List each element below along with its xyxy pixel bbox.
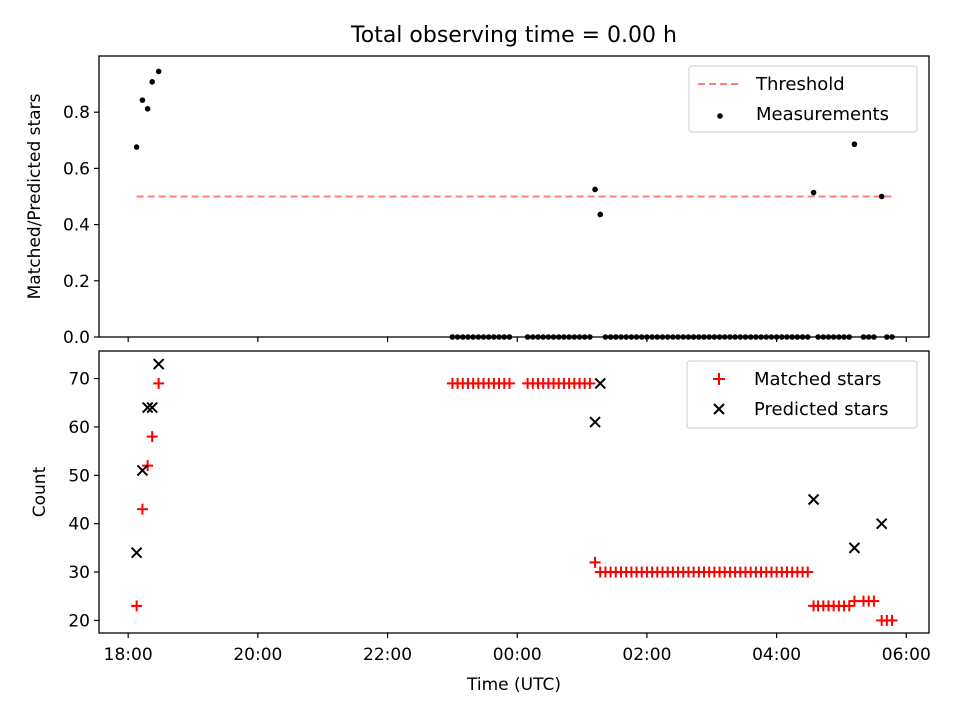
bottom-y-tick-label: 60 bbox=[68, 418, 90, 438]
legend-matched-swatch bbox=[713, 373, 725, 385]
predicted-star-marker bbox=[141, 401, 154, 414]
matched-star-marker bbox=[886, 614, 898, 626]
predicted-star-marker bbox=[146, 401, 158, 414]
predicted-marker-stroke bbox=[848, 542, 861, 554]
bottom-y-tick-label: 30 bbox=[68, 563, 90, 583]
bottom-x-tick-label: 00:00 bbox=[493, 645, 542, 665]
predicted-star-marker bbox=[130, 546, 143, 559]
matched-star-marker bbox=[131, 600, 143, 612]
x-axis-label: Time (UTC) bbox=[466, 675, 561, 695]
measurement-point bbox=[139, 97, 146, 103]
predicted-star-marker bbox=[807, 493, 820, 506]
predicted-marker-stroke bbox=[807, 493, 820, 506]
matched-star-marker bbox=[503, 377, 515, 389]
matched-star-marker bbox=[802, 566, 814, 578]
matched-star-marker bbox=[584, 377, 596, 389]
bottom-panel: 20 30 40 50 60 70 18:00 20:00 22:00 00:00 02:00 04… bbox=[30, 350, 931, 695]
bottom-x-tick-label: 04:00 bbox=[752, 645, 801, 665]
bottom-axes-frame bbox=[98, 350, 930, 634]
predicted-star-marker bbox=[848, 542, 861, 554]
predicted-star-marker bbox=[136, 464, 149, 477]
top-x-axis bbox=[127, 337, 907, 342]
predicted-marker-stroke bbox=[594, 377, 606, 390]
predicted-marker-stroke bbox=[136, 464, 149, 477]
top-legend-box bbox=[688, 65, 918, 133]
bottom-y-axis: 20 30 40 50 60 70 bbox=[68, 370, 99, 631]
predicted-star-marker bbox=[589, 416, 601, 428]
bottom-y-tick-label: 40 bbox=[68, 515, 90, 535]
measurement-point bbox=[133, 144, 140, 150]
legend-measurements-label: Measurements bbox=[756, 104, 889, 125]
bottom-plot-marks bbox=[130, 358, 898, 626]
bottom-y-tick-label: 70 bbox=[68, 370, 90, 390]
matched-star-marker bbox=[843, 600, 855, 612]
bottom-y-tick-label: 20 bbox=[68, 611, 90, 631]
top-y-tick-label: 0.0 bbox=[63, 328, 90, 348]
measurement-point bbox=[149, 79, 155, 85]
predicted-marker-stroke bbox=[875, 517, 888, 530]
matched-star-marker bbox=[142, 460, 154, 472]
top-y-axis-label: Matched/Predicted stars bbox=[25, 93, 45, 299]
matched-star-marker bbox=[146, 431, 158, 443]
measurement-point bbox=[851, 141, 858, 148]
predicted-star-marker bbox=[875, 517, 888, 530]
bottom-x-tick-label: 06:00 bbox=[882, 645, 931, 665]
legend-measurements-swatch bbox=[717, 113, 723, 119]
predicted-marker-stroke bbox=[152, 358, 165, 370]
top-legend: Threshold Measurements bbox=[688, 65, 918, 133]
predicted-marker-stroke bbox=[589, 416, 601, 428]
bottom-legend: Matched stars Predicted stars bbox=[686, 360, 918, 429]
predicted-star-marker bbox=[594, 377, 606, 390]
bottom-x-tick-label: 02:00 bbox=[622, 645, 671, 665]
measurement-point bbox=[878, 193, 885, 200]
top-axes-frame bbox=[98, 55, 930, 338]
legend-predicted-swatch bbox=[713, 403, 725, 415]
top-y-axis: 0.0 0.2 0.4 0.6 0.8 bbox=[63, 103, 99, 348]
matched-star-marker bbox=[589, 556, 601, 568]
matched-star-marker bbox=[153, 377, 165, 389]
top-panel: 0.00.20.40.60.8 Matched/Predicted stars … bbox=[25, 55, 930, 348]
measurement-point bbox=[155, 68, 162, 75]
measurement-point bbox=[592, 186, 598, 193]
measurement-point bbox=[810, 189, 817, 196]
chart-title: Total observing time = 0.00 h bbox=[350, 23, 677, 48]
legend-predicted-label: Predicted stars bbox=[754, 399, 888, 420]
bottom-y-axis-label: Count bbox=[30, 466, 50, 517]
matched-star-marker bbox=[136, 503, 148, 515]
top-y-tick-label: 0.2 bbox=[63, 272, 90, 292]
bottom-y-tick-label: 50 bbox=[68, 466, 90, 486]
top-y-tick-label: 0.4 bbox=[63, 216, 90, 236]
legend-threshold-label: Threshold bbox=[755, 74, 845, 95]
top-y-tick-label: 0.8 bbox=[63, 103, 90, 123]
matched-star-marker bbox=[868, 595, 880, 607]
measurement-point bbox=[597, 211, 604, 218]
predicted-star-marker bbox=[152, 358, 165, 370]
predicted-marker-stroke bbox=[146, 401, 158, 414]
bottom-x-tick-label: 22:00 bbox=[363, 645, 412, 665]
bottom-x-tick-label: 20:00 bbox=[233, 645, 282, 665]
bottom-x-tick-label: 18:00 bbox=[104, 645, 153, 665]
bottom-x-axis: 18:00 20:00 22:00 00:00 02:00 04:00 06:00 bbox=[104, 633, 931, 665]
predicted-marker-stroke bbox=[130, 546, 143, 559]
legend-matched-label: Matched stars bbox=[754, 369, 881, 390]
measurement-point bbox=[144, 106, 151, 112]
top-y-tick-label: 0.6 bbox=[63, 159, 90, 179]
bottom-legend-box bbox=[686, 360, 918, 429]
predicted-marker-stroke bbox=[141, 401, 154, 414]
